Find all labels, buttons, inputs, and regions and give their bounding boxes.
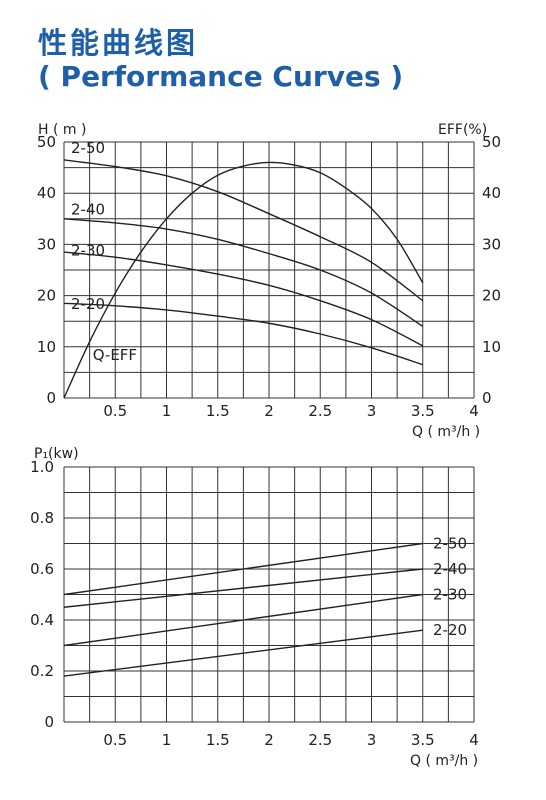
x-tick-label: 3	[367, 402, 377, 420]
left-y-tick-label: 0	[46, 389, 56, 407]
x-tick-label: 3	[367, 731, 377, 749]
series-label-2-20: 2-20	[71, 295, 105, 313]
y-tick-label: 0.6	[30, 560, 54, 578]
x-tick-label: 4	[469, 731, 479, 749]
power-series-label-2-30: 2-30	[433, 586, 467, 604]
right-y-tick-label: 20	[482, 287, 501, 305]
left-y-tick-label: 40	[37, 184, 56, 202]
x-tick-label: 0.5	[103, 731, 127, 749]
page-title-chinese: 性能曲线图	[38, 26, 199, 60]
series-label-2-30: 2-30	[71, 241, 105, 259]
power-series-label-2-50: 2-50	[433, 535, 467, 553]
y-tick-label: 0.8	[30, 509, 54, 527]
head-chart-labels: 0.5 1 1.5 2 2.5 3 3.5 401020304050010203040502-…	[37, 133, 501, 420]
left-y-tick-label: 20	[37, 287, 56, 305]
curve-2-20	[63, 302, 423, 366]
power-chart-labels: 0.5 1 1.5 2 2.5 3 3.5 4 0 0.2 0.4 0.6 0.8 1.0 2-50 2-40…	[30, 458, 479, 749]
x-tick-label: 1	[162, 731, 172, 749]
x-tick-label: 2	[264, 402, 274, 420]
power-chart-grid	[63, 466, 475, 723]
left-y-tick-label: 50	[37, 133, 56, 151]
right-y-tick-label: 10	[482, 338, 501, 356]
y-tick-label: 0	[44, 713, 54, 731]
y-tick-label: 1.0	[30, 458, 54, 476]
flow-axis-label: Q ( m³/h )	[412, 424, 480, 440]
power-axis-label: P₁(kw)	[34, 446, 79, 462]
x-tick-label: 2.5	[308, 402, 332, 420]
x-tick-label: 3.5	[411, 731, 435, 749]
power-line-2-40	[63, 568, 423, 608]
x-tick-label: 4	[469, 402, 479, 420]
curve-q-eff	[63, 161, 424, 399]
power-line-2-50	[63, 542, 423, 596]
page-title-english: ( Performance Curves )	[38, 60, 404, 93]
head-chart-curves	[63, 159, 424, 399]
efficiency-axis-label: EFF(%)	[438, 122, 487, 138]
power-chart-curves	[63, 542, 423, 677]
y-tick-label: 0.2	[30, 662, 54, 680]
left-y-tick-label: 10	[37, 338, 56, 356]
series-label-q-eff: Q-EFF	[93, 346, 137, 364]
head-efficiency-chart: 0.5 1 1.5 2 2.5 3 3.5 401020304050010203040502-…	[37, 122, 501, 440]
power-line-2-20	[63, 629, 423, 677]
power-chart: 0.5 1 1.5 2 2.5 3 3.5 4 0 0.2 0.4 0.6 0.8 1.0 2-50 2-40…	[30, 446, 479, 769]
curve-2-50	[63, 159, 424, 302]
right-y-tick-label: 40	[482, 184, 501, 202]
right-y-tick-label: 0	[482, 389, 492, 407]
series-label-2-50: 2-50	[71, 139, 105, 157]
x-tick-label: 2.5	[308, 731, 332, 749]
power-line-2-30	[63, 593, 423, 647]
power-series-label-2-20: 2-20	[433, 621, 467, 639]
y-tick-label: 0.4	[30, 611, 54, 629]
power-series-label-2-40: 2-40	[433, 560, 467, 578]
left-y-tick-label: 30	[37, 235, 56, 253]
right-y-tick-label: 50	[482, 133, 501, 151]
right-y-tick-label: 30	[482, 235, 501, 253]
head-chart-grid	[63, 141, 475, 399]
curve-2-30	[63, 251, 424, 347]
x-tick-label: 1.5	[206, 402, 230, 420]
x-tick-label: 1	[162, 402, 172, 420]
head-axis-label: H ( m )	[38, 122, 86, 138]
x-tick-label: 2	[264, 731, 274, 749]
x-tick-label: 1.5	[206, 731, 230, 749]
x-tick-label: 3.5	[411, 402, 435, 420]
series-label-2-40: 2-40	[71, 200, 105, 218]
x-tick-label: 0.5	[103, 402, 127, 420]
power-flow-axis-label: Q ( m³/h )	[410, 753, 478, 769]
curve-2-40	[63, 218, 424, 327]
